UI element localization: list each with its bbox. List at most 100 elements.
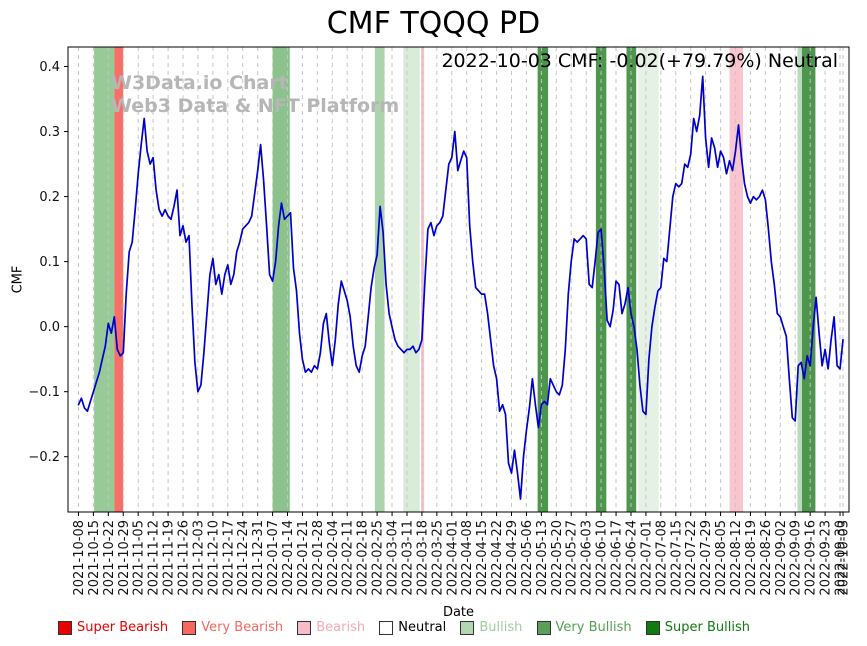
legend-label-very-bullish: Very Bullish bbox=[555, 620, 632, 635]
y-tick-label: 0.4 bbox=[39, 60, 60, 75]
legend-swatch-very-bearish bbox=[182, 620, 197, 635]
x-tick-label: 2022-07-01 bbox=[639, 520, 654, 596]
x-tick-label: 2022-03-11 bbox=[401, 520, 416, 596]
x-tick-label: 2021-11-12 bbox=[147, 520, 162, 596]
x-tick-label: 2022-04-22 bbox=[490, 520, 505, 596]
x-tick-label: 2022-06-03 bbox=[580, 520, 595, 596]
signal-band bbox=[272, 47, 290, 512]
legend-item-bearish: Bearish bbox=[297, 620, 365, 635]
x-tick-label: 2022-04-01 bbox=[445, 520, 460, 596]
watermark-line1: W3Data.io Chart bbox=[111, 72, 288, 94]
x-tick-label: 2022-08-19 bbox=[744, 520, 759, 596]
x-tick-label: 2022-01-07 bbox=[266, 520, 281, 596]
x-tick-label: 2022-01-14 bbox=[281, 520, 296, 596]
signal-band bbox=[638, 47, 659, 512]
x-tick-label: 2022-05-06 bbox=[520, 520, 535, 596]
signal-band bbox=[537, 47, 549, 512]
signal-band bbox=[403, 47, 420, 512]
legend-item-super-bearish: Super Bearish bbox=[58, 620, 168, 635]
x-tick-label: 2022-06-10 bbox=[595, 520, 610, 596]
x-tick-label: 2022-04-08 bbox=[460, 520, 475, 596]
x-tick-label: 2021-12-10 bbox=[206, 520, 221, 596]
legend-item-very-bullish: Very Bullish bbox=[536, 620, 632, 635]
x-tick-label: 2022-07-29 bbox=[699, 520, 714, 596]
signal-band bbox=[421, 47, 425, 512]
legend-item-bullish: Bullish bbox=[460, 620, 522, 635]
x-tick-label: 2022-09-09 bbox=[789, 520, 804, 596]
y-axis-label: CMF bbox=[10, 265, 26, 294]
x-tick-label: 2021-12-24 bbox=[236, 520, 251, 596]
y-tick-label: −0.2 bbox=[28, 450, 60, 465]
legend-item-super-bullish: Super Bullish bbox=[645, 620, 750, 635]
x-tick-label: 2022-01-28 bbox=[311, 520, 326, 596]
x-tick-label: 2021-11-26 bbox=[177, 520, 192, 596]
x-tick-label: 2022-02-18 bbox=[356, 520, 371, 596]
x-tick-label: 2022-07-08 bbox=[654, 520, 669, 596]
x-tick-label: 2022-03-18 bbox=[415, 520, 430, 596]
x-tick-label: 2022-09-23 bbox=[819, 520, 834, 596]
legend-swatch-super-bullish bbox=[645, 620, 660, 635]
x-tick-label: 2022-05-13 bbox=[535, 520, 550, 596]
x-tick-label: 2022-08-26 bbox=[759, 520, 774, 596]
x-tick-label: 2022-03-04 bbox=[386, 520, 401, 596]
x-tick-label: 2022-09-30 bbox=[834, 520, 849, 596]
x-tick-label: 2022-06-17 bbox=[610, 520, 625, 596]
x-tick-label: 2021-10-15 bbox=[87, 520, 102, 596]
x-tick-label: 2022-07-15 bbox=[669, 520, 684, 596]
x-tick-label: 2022-10-03 bbox=[837, 520, 852, 596]
signal-band bbox=[94, 47, 115, 512]
legend-label-neutral: Neutral bbox=[398, 620, 447, 635]
x-tick-label: 2022-09-02 bbox=[774, 520, 789, 596]
x-tick-label: 2022-02-04 bbox=[326, 520, 341, 596]
legend-label-super-bullish: Super Bullish bbox=[664, 620, 750, 635]
legend-swatch-very-bullish bbox=[536, 620, 551, 635]
legend-label-super-bearish: Super Bearish bbox=[77, 620, 169, 635]
legend: Super Bearish Very Bearish Bearish Neutr… bbox=[58, 620, 750, 635]
x-tick-label: 2022-02-11 bbox=[341, 520, 356, 596]
x-tick-label: 2022-08-12 bbox=[729, 520, 744, 596]
x-tick-label: 2022-04-15 bbox=[475, 520, 490, 596]
y-tick-label: 0.2 bbox=[39, 190, 60, 205]
legend-item-neutral: Neutral bbox=[379, 620, 446, 635]
x-tick-label: 2021-12-31 bbox=[251, 520, 266, 596]
x-tick-label: 2021-12-03 bbox=[191, 520, 206, 596]
y-tick-label: 0.0 bbox=[39, 320, 60, 335]
x-tick-label: 2022-08-05 bbox=[714, 520, 729, 596]
y-tick-label: 0.3 bbox=[39, 125, 60, 140]
y-tick-label: 0.1 bbox=[39, 255, 60, 270]
chart-title: CMF TQQQ PD bbox=[326, 6, 541, 41]
x-tick-label: 2021-11-05 bbox=[132, 520, 147, 596]
cmf-line bbox=[77, 75, 844, 500]
watermark: W3Data.io Chart Web3 Data & NFT Platform bbox=[111, 72, 399, 118]
legend-label-bearish: Bearish bbox=[316, 620, 366, 635]
x-tick-label: 2021-10-08 bbox=[72, 520, 87, 596]
x-tick-label: 2021-12-17 bbox=[221, 520, 236, 596]
signal-band bbox=[729, 47, 743, 512]
x-axis-label: Date bbox=[442, 605, 475, 620]
legend-swatch-bullish bbox=[460, 620, 475, 635]
y-tick-label: −0.1 bbox=[28, 385, 60, 400]
x-tick-label: 2021-10-22 bbox=[102, 520, 117, 596]
x-tick-label: 2022-03-25 bbox=[430, 520, 445, 596]
x-tick-label: 2022-04-29 bbox=[505, 520, 520, 596]
signal-band bbox=[374, 47, 385, 512]
legend-swatch-neutral bbox=[379, 620, 394, 635]
signal-band bbox=[114, 47, 124, 512]
legend-label-bullish: Bullish bbox=[479, 620, 523, 635]
legend-swatch-bearish bbox=[297, 620, 312, 635]
legend-label-very-bearish: Very Bearish bbox=[201, 620, 284, 635]
x-tick-label: 2022-01-21 bbox=[296, 520, 311, 596]
signal-band bbox=[801, 47, 816, 512]
axes-frame bbox=[67, 46, 850, 513]
x-tick-label: 2022-05-20 bbox=[550, 520, 565, 596]
x-tick-label: 2022-05-27 bbox=[565, 520, 580, 596]
x-tick-label: 2022-06-24 bbox=[625, 520, 640, 596]
signal-band bbox=[797, 47, 802, 512]
legend-item-very-bearish: Very Bearish bbox=[182, 620, 283, 635]
x-tick-label: 2021-10-29 bbox=[117, 520, 132, 596]
x-tick-label: 2021-11-19 bbox=[162, 520, 177, 596]
x-tick-label: 2022-02-25 bbox=[371, 520, 386, 596]
watermark-line2: Web3 Data & NFT Platform bbox=[111, 95, 400, 117]
